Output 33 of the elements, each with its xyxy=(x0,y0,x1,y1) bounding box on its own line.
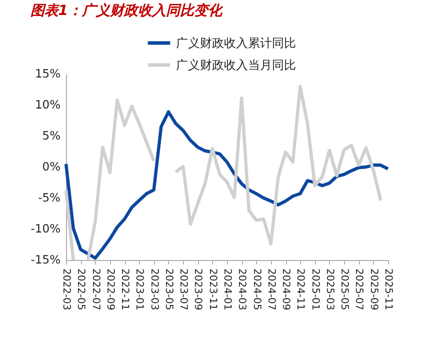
x-tick-label: 2025-03 xyxy=(324,268,335,310)
x-tick-label: 2023-01 xyxy=(134,268,145,310)
y-tick-label: -10% xyxy=(30,222,61,236)
x-tick-label: 2022-03 xyxy=(60,268,72,310)
x-tick-label: 2022-09 xyxy=(104,268,116,310)
legend-label: 广义财政收入累计同比 xyxy=(176,36,296,50)
x-tick-label: 2024-03 xyxy=(236,268,248,310)
x-tick-label: 2022-05 xyxy=(75,268,86,310)
x-tick-label: 2023-05 xyxy=(162,268,174,310)
x-tick-label: 2025-11 xyxy=(382,268,394,310)
y-tick-label: -15% xyxy=(30,252,61,266)
x-tick-label: 2024-11 xyxy=(294,268,306,310)
x-tick-label: 2023-07 xyxy=(178,268,189,310)
x-tick-label: 2022-07 xyxy=(90,268,101,310)
x-tick-label: 2024-05 xyxy=(250,268,262,310)
x-tick-label: 2023-03 xyxy=(148,268,160,310)
y-tick-label: 15% xyxy=(34,66,61,80)
x-tick-label: 2022-11 xyxy=(119,268,130,310)
x-tick-label: 2025-09 xyxy=(368,268,379,310)
legend-label: 广义财政收入当月同比 xyxy=(176,58,296,72)
y-tick-label: 10% xyxy=(34,98,61,112)
y-tick-label: 0% xyxy=(42,160,61,174)
x-tick-label: 2023-11 xyxy=(206,268,218,310)
x-tick-label: 2025-07 xyxy=(353,268,364,310)
x-tick-label: 2024-01 xyxy=(222,268,232,310)
x-tick-label: 2024-07 xyxy=(265,268,276,310)
x-tick-label: 2023-09 xyxy=(192,268,204,310)
y-tick-label: 5% xyxy=(42,128,61,142)
x-tick-label: 2024-09 xyxy=(280,268,292,310)
x-tick-label: 2025-05 xyxy=(338,268,350,310)
chart-title: 图表1：广义财政收入同比变化 xyxy=(30,2,224,19)
y-tick-label: -5% xyxy=(38,190,61,204)
x-tick-label: 2025-01 xyxy=(309,268,320,310)
